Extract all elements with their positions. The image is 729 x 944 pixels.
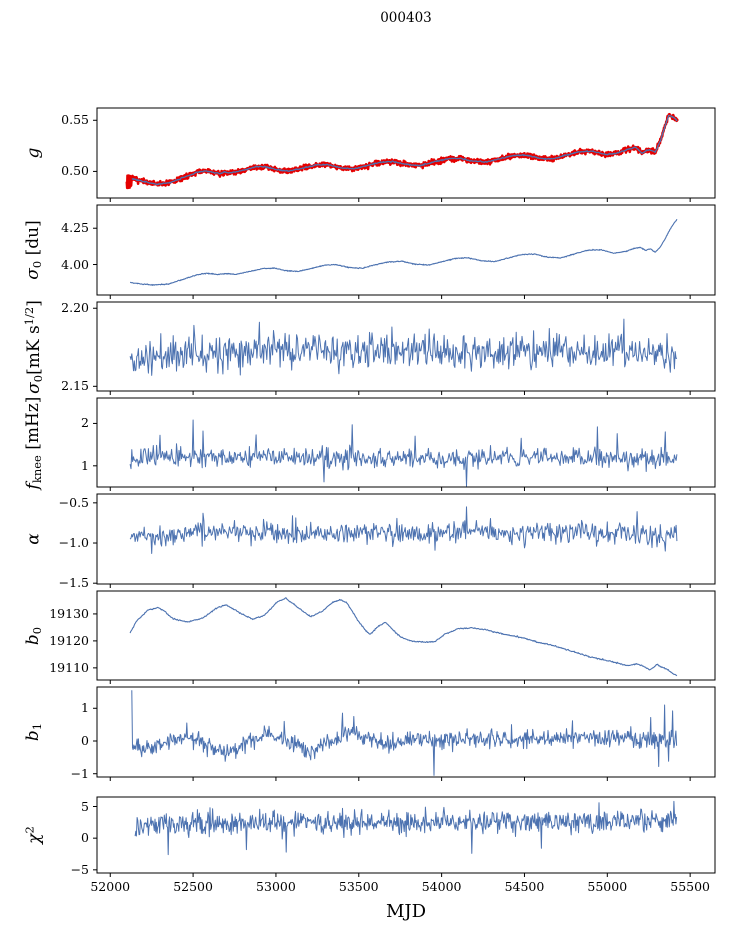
y-tick-label-sigma0_mks: 2.15 (61, 378, 89, 394)
x-tick-label: 53000 (256, 879, 296, 894)
y-tick-label-fknee: 2 (81, 415, 89, 431)
series-g-model (131, 114, 678, 186)
y-axis-label-chi2: χ2 (22, 826, 45, 844)
panel-b1 (93, 686, 716, 781)
y-tick-label-g: 0.55 (61, 112, 89, 128)
panel-chi2 (93, 796, 716, 877)
series-b1 (131, 690, 678, 776)
y-axis-label-alpha: α (23, 533, 44, 545)
axes-box-b0 (96, 590, 716, 681)
axes-box-chi2 (96, 796, 716, 874)
y-tick-label-chi2: 5 (81, 798, 89, 814)
y-tick-label-b1: 0 (81, 733, 89, 748)
axes-box-b1 (96, 686, 716, 778)
x-tick-label: 54000 (421, 879, 462, 894)
panel-b0 (93, 590, 716, 684)
axes-box-sigma0_mks (96, 301, 716, 392)
x-tick-label: 55000 (587, 879, 628, 894)
y-axis-label-b1: b1 (22, 722, 44, 742)
y-tick-label-sigma0_du: 4.25 (61, 220, 89, 236)
y-axis-label-g: g (23, 147, 44, 159)
y-tick-label-fknee: 1 (81, 457, 89, 473)
series-chi2 (134, 800, 678, 856)
series-b0 (129, 597, 678, 677)
y-axis-label-sigma0_mks: σ0[mK s1/2] (21, 299, 45, 394)
y-tick-label-b0: 19120 (49, 632, 89, 648)
x-tick-label: 54500 (504, 879, 545, 894)
y-axis-label-sigma0_du: σ0 [du] (22, 220, 44, 280)
y-tick-label-chi2: 0 (81, 830, 89, 846)
panel-fknee (93, 397, 716, 491)
y-axis-label-b0: b0 (22, 626, 44, 645)
axes-box-fknee (96, 397, 716, 488)
y-tick-label-b1: 1 (81, 700, 89, 716)
y-tick-label-alpha: −1.0 (58, 535, 89, 551)
panel-g (93, 107, 716, 202)
series-sigma0-mks (129, 318, 678, 376)
y-tick-label-alpha: −1.5 (58, 575, 89, 591)
series-sigma0-du (129, 218, 678, 286)
y-tick-label-b0: 19110 (49, 659, 89, 675)
y-tick-label-sigma0_mks: 2.20 (61, 300, 89, 316)
x-axis-title: MJD (385, 901, 427, 922)
y-tick-label-b0: 19130 (49, 605, 89, 621)
series-fknee (129, 419, 678, 487)
series-alpha (129, 506, 678, 554)
x-tick-label: 52500 (173, 879, 213, 894)
chart-title: 000403 (380, 10, 432, 26)
panel-sigma0_mks (93, 301, 716, 395)
series-g-raw (125, 112, 679, 190)
panel-sigma0_du (93, 204, 716, 299)
y-tick-label-chi2: −5 (70, 861, 89, 877)
y-axis-label-fknee: fknee [mHz] (22, 396, 44, 489)
y-tick-label-g: 0.50 (61, 163, 89, 179)
y-tick-label-sigma0_du: 4.00 (61, 256, 89, 272)
y-tick-label-b1: −1 (70, 765, 89, 781)
axes-box-g (96, 107, 716, 199)
axes-box-alpha (96, 493, 716, 585)
x-tick-label: 52000 (90, 879, 131, 894)
x-tick-label: 53500 (338, 879, 379, 894)
x-tick-label: 55500 (670, 879, 711, 894)
axes-box-sigma0_du (96, 204, 716, 296)
y-tick-label-alpha: −0.5 (58, 494, 89, 510)
panel-alpha (93, 493, 716, 588)
